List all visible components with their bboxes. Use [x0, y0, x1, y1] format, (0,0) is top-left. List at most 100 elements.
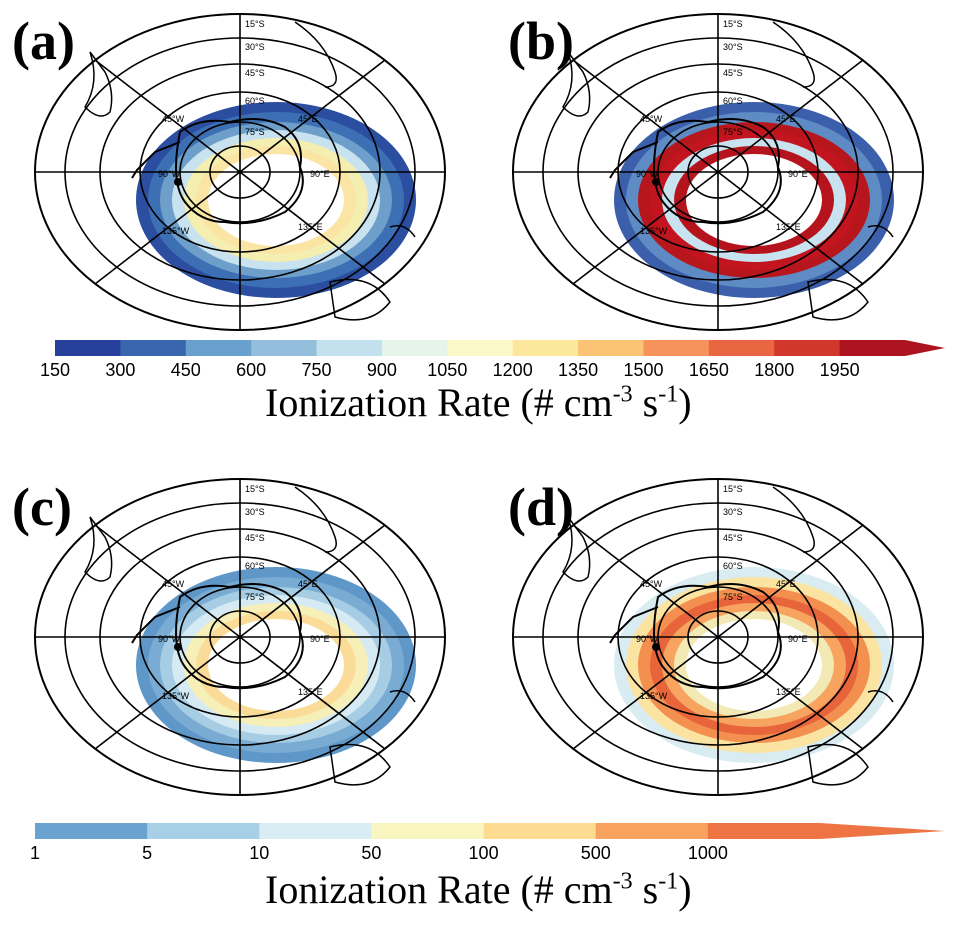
colorbar-tick-label: 450: [171, 360, 201, 380]
africa-outline: [772, 486, 815, 553]
colorbar-tick-label: 1050: [427, 360, 467, 380]
longitude-label: 45°W: [162, 114, 185, 124]
longitude-label: 90°W: [636, 634, 659, 644]
colorbar-tick-label: 750: [302, 360, 332, 380]
latitude-label: 45°S: [245, 533, 265, 543]
colorbar-swatch: [708, 340, 775, 356]
latitude-label: 15°S: [723, 484, 743, 494]
colorbar-tick-label: 1000: [688, 843, 728, 863]
latitude-label: 60°S: [723, 96, 743, 106]
antarctica-outline: [175, 582, 304, 690]
peninsula-outline: [131, 606, 181, 644]
colorbar-swatch: [35, 823, 148, 839]
peninsula-outline: [609, 141, 659, 179]
colorbar-bottom: 1 5 10 50 100 500 1000 Ionization Rate (# cm-3…: [0, 818, 956, 925]
colorbar-tick-label: 1: [30, 843, 40, 863]
meridian: [94, 524, 386, 750]
panel-d: 15°S 30°S 45°S 60°S 75°S 45°E 90°E 135°E 45°W 90°…: [478, 450, 956, 815]
australia-outline: [807, 743, 869, 786]
colorbar-swatch: [316, 340, 383, 356]
polar-map-c: 15°S 30°S 45°S 60°S 75°S 45°E 90°E 135°E 45°W 90°…: [34, 478, 446, 796]
new-zealand-outline: [867, 225, 894, 238]
meridian: [572, 524, 864, 750]
panel-a: 15°S 30°S 45°S 60°S 75°S 45°E 90°E 135°E 45°W 90°…: [0, 0, 478, 335]
colorbar-tick-label: 5: [142, 843, 152, 863]
colorbar-swatch: [447, 340, 514, 356]
colorbar-swatch: [707, 823, 945, 839]
longitude-label: 90°W: [158, 169, 181, 179]
new-zealand-outline: [389, 225, 416, 238]
longitude-label: 135°W: [162, 691, 190, 701]
longitude-label: 45°W: [640, 114, 663, 124]
colorbar-swatch: [371, 823, 485, 839]
panel-label-d: (d): [508, 477, 574, 537]
longitude-label: 45°W: [640, 579, 663, 589]
station-marker: [652, 178, 660, 186]
latitude-label: 30°S: [245, 507, 265, 517]
south-america-outline: [562, 516, 591, 582]
longitude-label: 90°E: [788, 169, 808, 179]
colorbar-swatch: [595, 823, 709, 839]
latitude-label: 60°S: [245, 96, 265, 106]
latitude-label: 60°S: [723, 561, 743, 571]
longitude-label: 90°E: [310, 634, 330, 644]
latitude-label: 75°S: [245, 592, 265, 602]
south-america-outline: [84, 516, 113, 582]
colorbar-swatch: [251, 340, 318, 356]
longitude-label: 135°W: [162, 226, 190, 236]
latitude-label: 75°S: [245, 127, 265, 137]
colorbar-tick-label: 300: [105, 360, 135, 380]
colorbar-top: 150 300 450 600 750 900 1050 1200 1350 1500 1650 18…: [0, 335, 956, 440]
longitude-label: 45°E: [776, 114, 796, 124]
colorbar-top-svg: 150 300 450 600 750 900 1050 1200 1350 1500 1650 18…: [40, 340, 945, 380]
colorbar-tick-label: 1200: [493, 360, 533, 380]
colorbar-tick-label: 150: [40, 360, 70, 380]
longitude-label: 135°W: [640, 226, 668, 236]
australia-outline: [329, 743, 391, 786]
colorbar-tick-label: 1350: [558, 360, 598, 380]
longitude-label: 90°W: [636, 169, 659, 179]
colorbar-swatch: [185, 340, 252, 356]
colorbar-tick-label: 1500: [623, 360, 663, 380]
latitude-label: 30°S: [723, 507, 743, 517]
panel-c: 15°S 30°S 45°S 60°S 75°S 45°E 90°E 135°E 45°W 90°…: [0, 450, 478, 815]
colorbar-swatch: [774, 340, 841, 356]
colorbar-tick-label: 1650: [689, 360, 729, 380]
station-marker: [174, 178, 182, 186]
latitude-label: 15°S: [245, 484, 265, 494]
colorbar-swatch: [839, 340, 945, 356]
station-marker: [174, 643, 182, 651]
colorbar-swatch: [259, 823, 372, 839]
longitude-label: 45°W: [162, 579, 185, 589]
longitude-label: 135°E: [298, 222, 323, 232]
colorbar-tick-label: 100: [469, 843, 499, 863]
colorbar-tick-label: 50: [361, 843, 381, 863]
peninsula-outline: [609, 606, 659, 644]
colorbar-swatch: [147, 823, 260, 839]
colorbar-bottom-title: Ionization Rate (# cm-3 s-1): [265, 867, 692, 912]
latitude-label: 30°S: [723, 42, 743, 52]
colorbar-swatch: [381, 340, 448, 356]
longitude-label: 90°E: [788, 634, 808, 644]
colorbar-swatch: [643, 340, 710, 356]
latitude-label: 75°S: [723, 592, 743, 602]
colorbar-swatch: [512, 340, 579, 356]
latitude-label: 15°S: [245, 19, 265, 29]
longitude-label: 90°W: [158, 634, 181, 644]
colorbar-tick-label: 600: [236, 360, 266, 380]
polar-map-a: 15°S 30°S 45°S 60°S 75°S 45°E 90°E 135°E 45°W 90°…: [34, 13, 446, 331]
longitude-label: 135°E: [776, 222, 801, 232]
ionization-ring: [136, 102, 416, 298]
meridian: [94, 59, 386, 285]
south-america-outline: [562, 51, 591, 117]
longitude-label: 135°E: [776, 687, 801, 697]
colorbar-swatch: [120, 340, 187, 356]
africa-outline: [294, 486, 337, 553]
antarctica-outline: [653, 117, 782, 225]
longitude-label: 45°E: [776, 579, 796, 589]
latitude-label: 15°S: [723, 19, 743, 29]
colorbar-tick-label: 900: [367, 360, 397, 380]
colorbar-swatch: [483, 823, 597, 839]
antarctica-outline: [653, 582, 782, 690]
africa-outline: [772, 21, 815, 88]
